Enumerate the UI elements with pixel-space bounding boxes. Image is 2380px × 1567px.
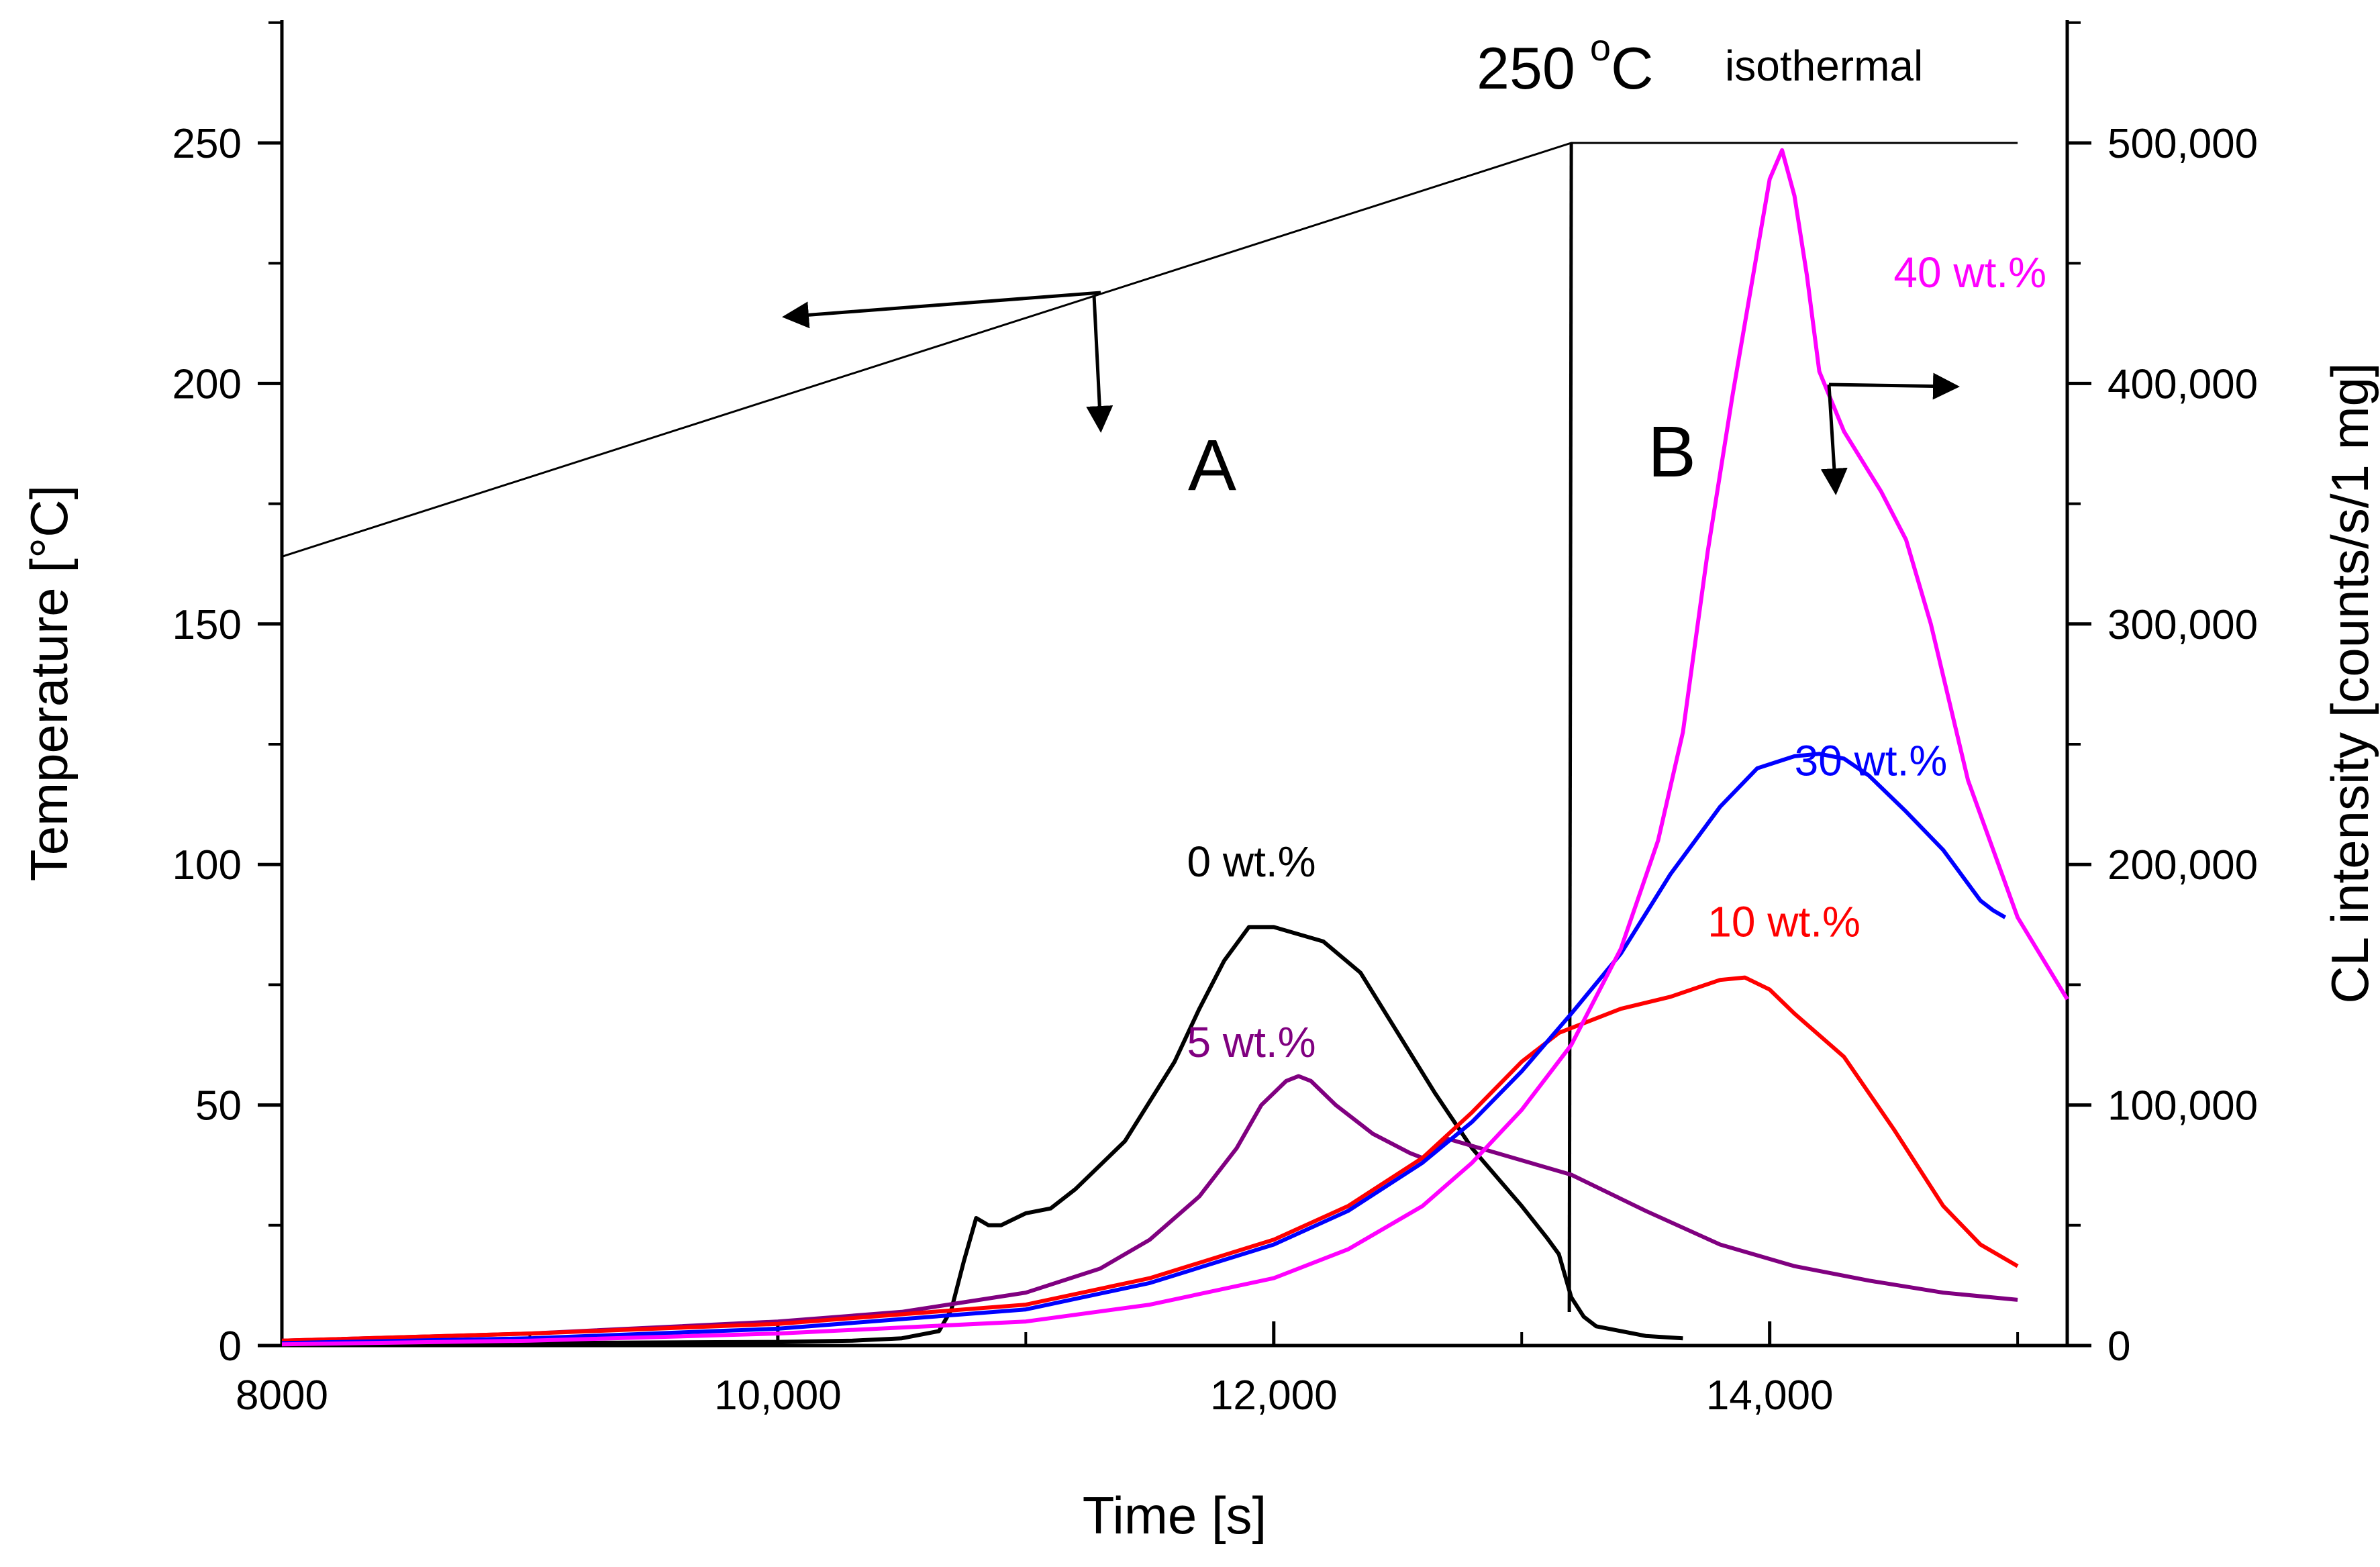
- right-tick-label: 300,000: [2108, 602, 2258, 648]
- x-axis-title: Time [s]: [1083, 1486, 1267, 1545]
- isothermal-start-line: [1567, 142, 1573, 1313]
- left-tick-label: 50: [195, 1083, 242, 1129]
- series-line-30-wt: [281, 752, 2007, 1346]
- left-tick-label: 150: [172, 602, 242, 648]
- left-tick-label: 200: [172, 361, 242, 407]
- temperature-unit: C: [1611, 35, 1654, 101]
- left-axis-title: Temperature [°C]: [19, 485, 79, 881]
- right-axis-arrow: [1828, 372, 1960, 400]
- x-tick-label: 10,000: [714, 1372, 842, 1419]
- isothermal-label: isothermal: [1725, 42, 1923, 90]
- region-a-label: A: [1188, 424, 1236, 505]
- series-line-5-wt: [281, 1074, 2018, 1343]
- left-tick-label: 0: [219, 1323, 242, 1370]
- x-tick-label: 8000: [236, 1372, 328, 1419]
- right-tick-label: 500,000: [2108, 121, 2258, 167]
- right-tick-label: 400,000: [2108, 361, 2258, 407]
- right-axis-title: CL intensity [counts/s/1 mg]: [2320, 362, 2379, 1003]
- right-tick-label: 100,000: [2108, 1083, 2258, 1129]
- left-tick-label: 250: [172, 121, 242, 167]
- series-label: 0 wt.%: [1187, 838, 1316, 886]
- temperature-annotation: 250 oC: [1477, 26, 1654, 101]
- left-axis-arrow-group: [782, 291, 1113, 433]
- degree-superscript: o: [1590, 26, 1611, 68]
- region-b-label: B: [1648, 411, 1696, 492]
- series-line-40-wt: [281, 148, 2069, 1347]
- axis-tick-labels: 8000 10,000 12,000 14,000 0 50 100 150 200 250 0 10…: [172, 121, 2259, 1419]
- temperature-value: 250: [1477, 35, 1575, 101]
- series-label: 40 wt.%: [1893, 248, 2046, 297]
- x-tick-label: 12,000: [1210, 1372, 1338, 1419]
- series-labels: 0 wt.% 5 wt.% 10 wt.% 30 wt.% 40 wt.%: [1187, 248, 2046, 1066]
- series-label: 5 wt.%: [1187, 1018, 1316, 1066]
- axis-ticks: [258, 21, 2091, 1348]
- series-label: 10 wt.%: [1707, 898, 1861, 946]
- right-tick-label: 0: [2108, 1323, 2130, 1370]
- series-label: 30 wt.%: [1795, 737, 1948, 785]
- left-axis-down-arrow: [1086, 295, 1113, 433]
- right-axis-arrow-group: [1820, 372, 1960, 495]
- series-group: [281, 148, 2069, 1347]
- right-axis-down-arrow: [1820, 384, 1848, 495]
- left-axis-arrow: [782, 291, 1101, 329]
- right-tick-label: 200,000: [2108, 842, 2258, 889]
- left-tick-label: 100: [172, 842, 242, 889]
- x-tick-label: 14,000: [1706, 1372, 1834, 1419]
